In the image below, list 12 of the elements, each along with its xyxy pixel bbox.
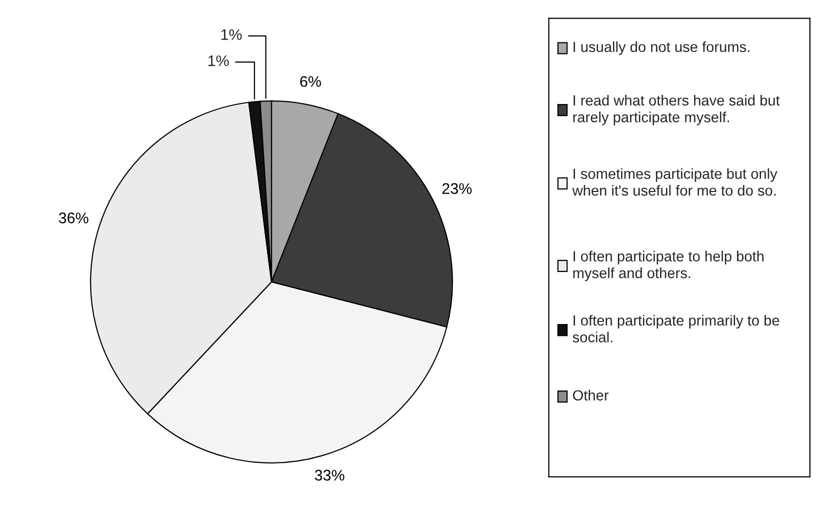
legend-label: Other	[572, 390, 609, 401]
legend-label: I often participate primarily to be social.	[572, 314, 780, 342]
data-label: 33%	[314, 470, 344, 481]
data-label: 1%	[221, 29, 242, 40]
data-label: 1%	[208, 55, 229, 66]
data-label: 23%	[442, 183, 472, 194]
data-label: 36%	[58, 212, 88, 224]
legend-label: I sometimes participate but only when it's useful for me to do so.	[572, 168, 778, 196]
legend-label: I often participate to help both myself and others.	[573, 250, 764, 282]
legend-label: I read what others have said but rarely participate myself.	[573, 94, 780, 126]
legend-label: I usually do not use forums.	[574, 41, 750, 55]
data-label: 6%	[300, 76, 321, 87]
